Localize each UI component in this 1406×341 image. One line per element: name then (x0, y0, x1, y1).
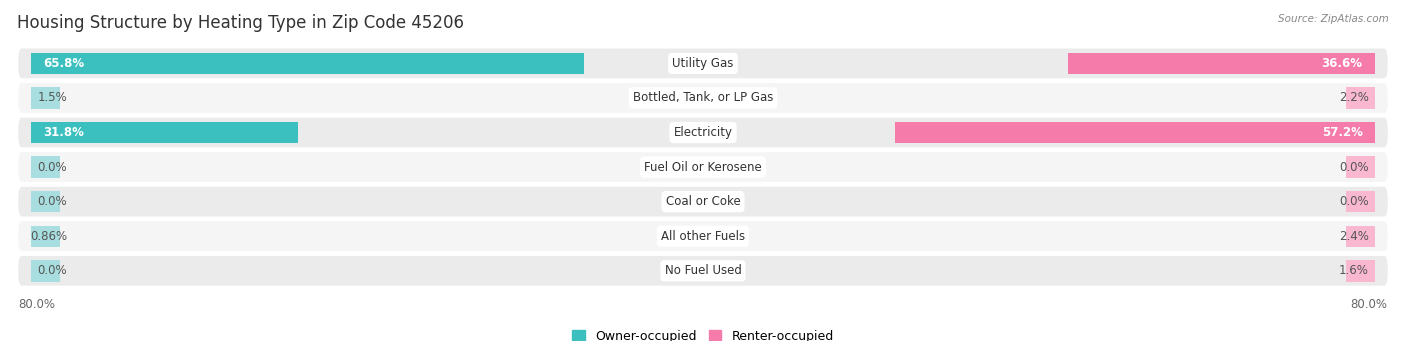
Text: Bottled, Tank, or LP Gas: Bottled, Tank, or LP Gas (633, 91, 773, 104)
Text: Fuel Oil or Kerosene: Fuel Oil or Kerosene (644, 161, 762, 174)
Text: 0.0%: 0.0% (38, 161, 67, 174)
Text: 2.2%: 2.2% (1339, 91, 1369, 104)
Text: 36.6%: 36.6% (1322, 57, 1362, 70)
Bar (31, 260, 60, 282)
Text: 0.0%: 0.0% (1339, 161, 1368, 174)
FancyBboxPatch shape (18, 48, 1388, 78)
Text: 80.0%: 80.0% (1351, 298, 1388, 311)
Text: 0.0%: 0.0% (38, 264, 67, 277)
Bar (31, 122, 298, 143)
Text: 0.0%: 0.0% (38, 195, 67, 208)
Bar (894, 122, 1375, 143)
Bar (1346, 260, 1375, 282)
Text: Utility Gas: Utility Gas (672, 57, 734, 70)
Bar (31, 225, 60, 247)
FancyBboxPatch shape (18, 118, 1388, 147)
Text: 2.4%: 2.4% (1339, 230, 1369, 243)
Text: Coal or Coke: Coal or Coke (665, 195, 741, 208)
Text: 1.6%: 1.6% (1339, 264, 1369, 277)
Text: 0.0%: 0.0% (1339, 195, 1368, 208)
Text: 0.86%: 0.86% (30, 230, 67, 243)
Text: No Fuel Used: No Fuel Used (665, 264, 741, 277)
Text: Housing Structure by Heating Type in Zip Code 45206: Housing Structure by Heating Type in Zip… (17, 14, 464, 32)
Text: 80.0%: 80.0% (18, 298, 55, 311)
Bar (31, 157, 60, 178)
Text: 57.2%: 57.2% (1322, 126, 1362, 139)
Text: 1.5%: 1.5% (37, 91, 67, 104)
Bar (1346, 225, 1375, 247)
Bar (31, 87, 60, 109)
Text: All other Fuels: All other Fuels (661, 230, 745, 243)
FancyBboxPatch shape (18, 83, 1388, 113)
Bar (1346, 87, 1375, 109)
FancyBboxPatch shape (18, 152, 1388, 182)
FancyBboxPatch shape (18, 221, 1388, 251)
Text: 31.8%: 31.8% (44, 126, 84, 139)
Text: Electricity: Electricity (673, 126, 733, 139)
Text: 65.8%: 65.8% (44, 57, 84, 70)
Bar (1067, 53, 1375, 74)
Bar (31, 191, 60, 212)
FancyBboxPatch shape (18, 187, 1388, 217)
Legend: Owner-occupied, Renter-occupied: Owner-occupied, Renter-occupied (572, 329, 834, 341)
FancyBboxPatch shape (18, 256, 1388, 286)
Bar (31, 53, 583, 74)
Bar (1346, 157, 1375, 178)
Text: Source: ZipAtlas.com: Source: ZipAtlas.com (1278, 14, 1389, 24)
Bar (1346, 191, 1375, 212)
